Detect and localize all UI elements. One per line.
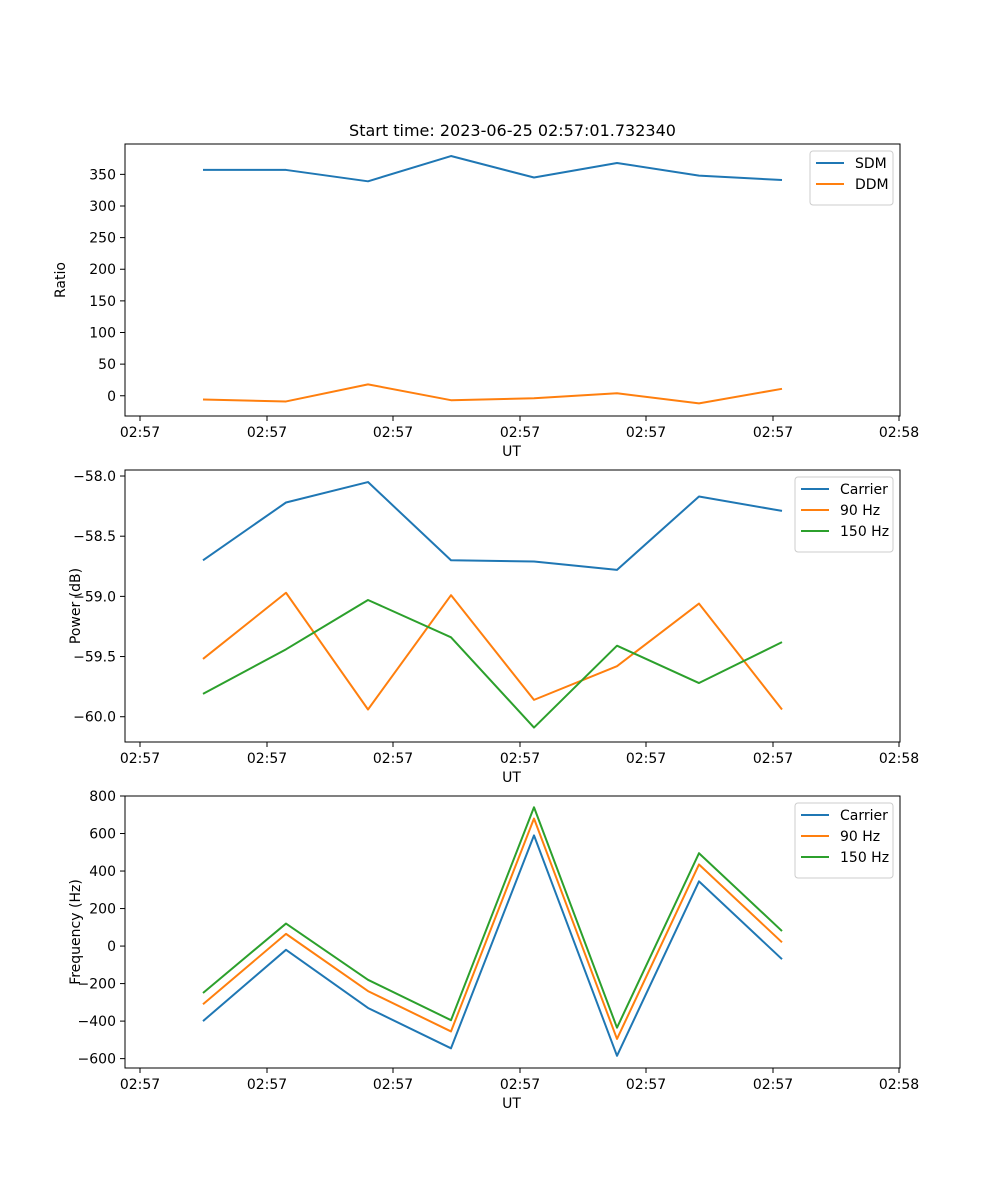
chart-panel-2: 02:57 02:57 02:57 02:57 02:57 02:57 02:58 −60.0…: [68, 469, 919, 786]
y-tick-label: 400: [89, 864, 116, 880]
legend-box: [794, 802, 894, 879]
y-tick-label: −400: [78, 1014, 116, 1030]
y-tick-label: −58.5: [73, 529, 116, 545]
y-tick-label: 100: [89, 326, 116, 342]
y-tick-label: 800: [89, 789, 116, 805]
x-tick-label: 02:58: [879, 1077, 919, 1093]
legend-label: SDM: [855, 156, 887, 172]
chart-panel-3: 02:57 02:57 02:57 02:57 02:57 02:57 02:58 −600 −…: [68, 789, 919, 1112]
legend-box: [794, 476, 894, 553]
legend-label: DDM: [855, 177, 889, 193]
chart-panel-1: Start time: 2023-06-25 02:57:01.73234002…: [53, 121, 919, 460]
x-tick-label: 02:57: [753, 751, 793, 767]
legend-label: 90 Hz: [840, 503, 880, 519]
legend: Carrier 90 Hz 150 Hz: [794, 476, 894, 553]
y-tick-label: 150: [89, 294, 116, 310]
y-tick-label: 200: [89, 902, 116, 918]
x-tick-label: 02:57: [120, 425, 160, 441]
legend-label: 150 Hz: [840, 850, 889, 866]
x-tick-label: 02:57: [373, 1077, 413, 1093]
y-tick-label: 250: [89, 231, 116, 247]
series-line-sdm: [203, 155, 783, 183]
series-line-150-hz: [202, 806, 783, 1029]
y-tick-label: 600: [89, 827, 116, 843]
x-tick-label: 02:57: [373, 425, 413, 441]
plot-frame: [124, 143, 901, 417]
x-tick-label: 02:58: [879, 425, 919, 441]
y-tick-label: −200: [78, 977, 116, 993]
x-axis-label: UT: [502, 770, 521, 786]
plot-frame: [124, 469, 901, 743]
x-tick-label: 02:57: [626, 751, 666, 767]
y-tick-label: 300: [89, 199, 116, 215]
x-tick-label: 02:57: [626, 425, 666, 441]
series-line-90-hz: [202, 817, 783, 1040]
series-line-90-hz: [202, 591, 783, 711]
y-tick-label: 0: [107, 939, 116, 955]
x-tick-label: 02:57: [626, 1077, 666, 1093]
y-tick-label: −600: [78, 1052, 116, 1068]
x-axis-label: UT: [502, 1096, 521, 1112]
y-tick-label: 350: [89, 167, 116, 183]
legend-box: [809, 150, 894, 206]
legend-label: Carrier: [840, 482, 888, 498]
x-tick-label: 02:57: [247, 1077, 287, 1093]
x-tick-label: 02:57: [753, 1077, 793, 1093]
x-tick-label: 02:57: [500, 1077, 540, 1093]
series-line-carrier: [202, 481, 783, 571]
x-tick-label: 02:57: [753, 425, 793, 441]
x-tick-label: 02:57: [500, 751, 540, 767]
x-tick-label: 02:57: [247, 751, 287, 767]
y-tick-label: −60.0: [73, 710, 116, 726]
y-tick-label: 50: [98, 357, 116, 373]
y-tick-label: −59.5: [73, 650, 116, 666]
series-line-150-hz: [202, 598, 783, 729]
x-tick-label: 02:58: [879, 751, 919, 767]
series-line-ddm: [202, 383, 783, 405]
y-tick-label: 0: [107, 389, 116, 405]
y-tick-label: −59.0: [73, 589, 116, 605]
legend-label: 150 Hz: [840, 524, 889, 540]
plot-frame: [124, 795, 901, 1069]
x-axis-label: UT: [502, 444, 521, 460]
legend: SDM DDM: [809, 150, 894, 206]
chart-title: Start time: 2023-06-25 02:57:01.732340: [349, 121, 676, 140]
x-tick-label: 02:57: [500, 425, 540, 441]
series-line-carrier: [202, 834, 783, 1057]
legend-label: Carrier: [840, 808, 888, 824]
x-tick-label: 02:57: [120, 1077, 160, 1093]
y-axis-label: Frequency (Hz): [68, 879, 84, 985]
x-tick-label: 02:57: [247, 425, 287, 441]
y-axis-label: Power (dB): [68, 568, 84, 644]
y-axis-label: Ratio: [53, 262, 69, 298]
y-tick-label: 200: [89, 262, 116, 278]
legend: Carrier 90 Hz 150 Hz: [794, 802, 894, 879]
x-tick-label: 02:57: [373, 751, 413, 767]
y-tick-label: −58.0: [73, 469, 116, 485]
legend-label: 90 Hz: [840, 829, 880, 845]
x-tick-label: 02:57: [120, 751, 160, 767]
